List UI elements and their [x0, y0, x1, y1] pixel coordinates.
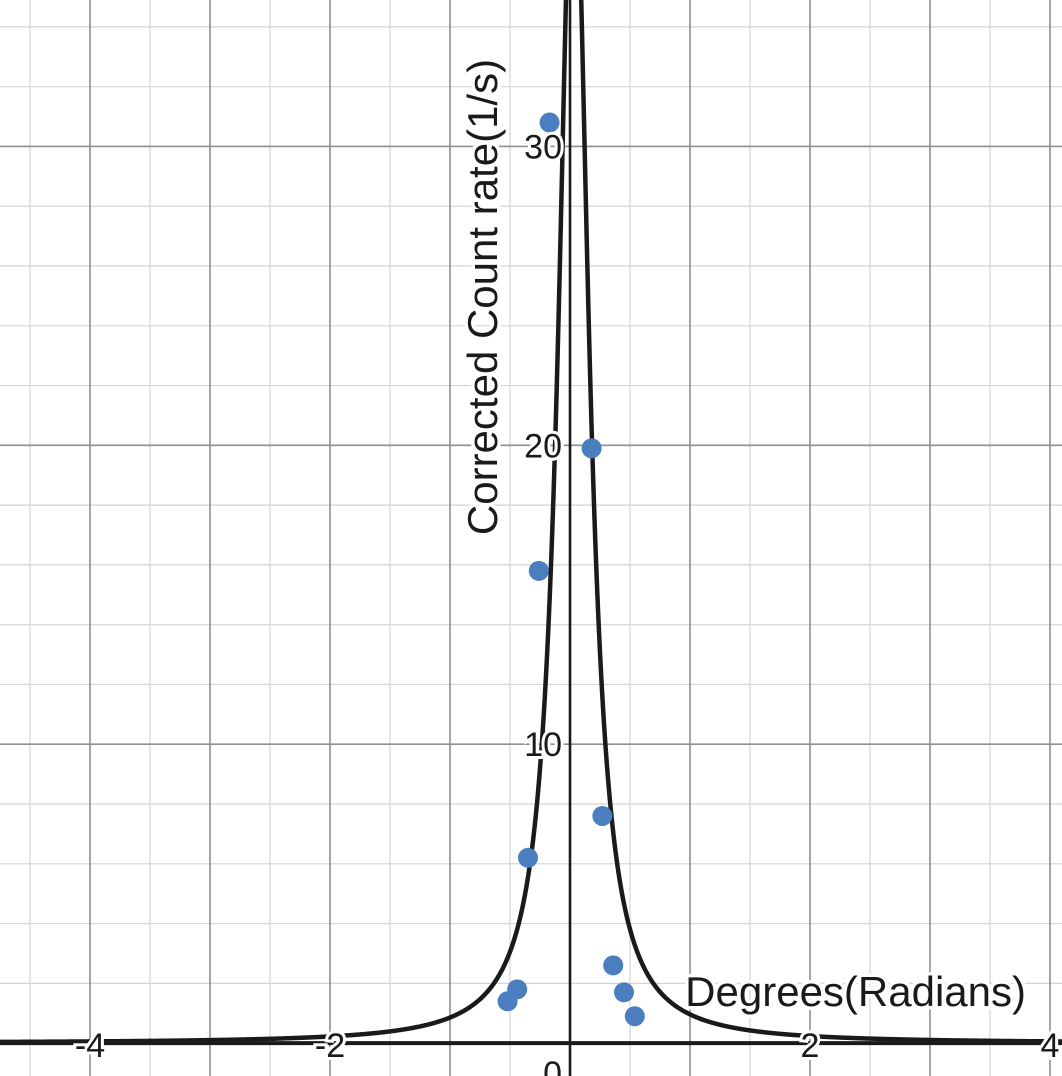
data-point: [614, 982, 634, 1003]
x-tick-label: 2: [801, 1027, 820, 1065]
y-tick-label: 20: [524, 427, 562, 465]
y-tick-label: 30: [524, 128, 562, 166]
data-point: [507, 979, 528, 1000]
y-axis-title: Corrected Count rate(1/s): [459, 59, 506, 535]
data-point: [539, 112, 560, 133]
x-tick-label: 4: [1041, 1027, 1060, 1065]
x-tick-label: -2: [315, 1027, 345, 1065]
x-axis-title: Degrees(Radians): [685, 968, 1026, 1015]
y-tick-label: 10: [524, 726, 562, 764]
origin-label: 0: [543, 1055, 562, 1076]
data-point: [528, 560, 549, 581]
data-points: [497, 112, 645, 1027]
data-point: [624, 1006, 645, 1027]
x-tick-label: -4: [75, 1027, 105, 1065]
data-point: [592, 805, 613, 826]
data-point: [603, 955, 624, 976]
tick-labels: -4 -2 2 4 10 20 30 0: [72, 125, 1062, 1076]
data-point: [518, 847, 538, 868]
data-point: [581, 438, 602, 459]
